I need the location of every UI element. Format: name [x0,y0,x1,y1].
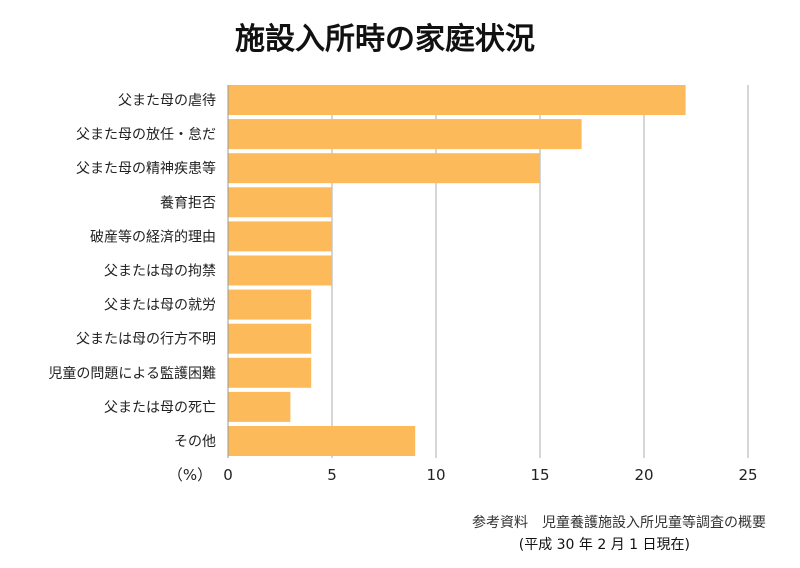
bar [228,187,332,218]
bar [228,119,582,150]
category-label: 養育拒否 [160,194,216,211]
category-label: 児童の問題による監護困難 [48,365,216,382]
unit-label: （%） [168,466,212,484]
category-label: 父または母の死亡 [104,400,216,416]
x-tick-label: 0 [223,466,233,484]
category-label: 破産等の経済的理由 [90,228,216,245]
bar [228,426,416,456]
x-tick-label: 5 [327,466,337,484]
category-label: 父または母の就労 [104,298,216,314]
category-label: 父また母の放任・怠だ [76,127,216,143]
bar [228,85,686,115]
category-label: その他 [174,434,216,450]
bar [228,323,312,354]
x-tick-label: 10 [426,466,445,484]
chart-title: 施設入所時の家庭状況 [235,22,535,57]
category-label: 父または母の拘禁 [104,264,216,280]
category-label: 父また母の精神疾患等 [76,160,216,177]
x-tick-label: 15 [530,466,549,484]
source-reference: 参考資料 児童養護施設入所児童等調査の概要 [472,515,766,531]
bar [228,289,312,320]
category-label: 父また母の虐待 [118,93,216,109]
source-date: (平成 30 年 2 月 1 日現在) [518,537,690,553]
bar [228,391,291,422]
bar [228,357,312,388]
bar [228,153,540,184]
bar [228,221,332,252]
x-tick-label: 20 [634,466,653,484]
category-label: 父または母の行方不明 [76,332,216,348]
bar [228,255,332,286]
x-tick-label: 25 [738,466,757,484]
